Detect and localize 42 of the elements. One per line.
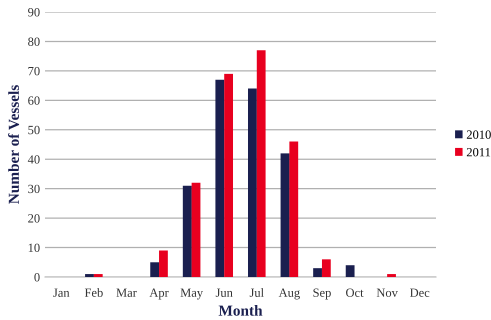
y-tick-label: 30 [28, 184, 40, 194]
bar [387, 274, 396, 277]
bar [280, 153, 290, 277]
y-tick-label: 0 [34, 273, 40, 282]
bar [256, 50, 266, 277]
x-tick-label: Feb [84, 288, 103, 297]
bar [289, 142, 298, 277]
y-tick-label: 60 [28, 96, 40, 105]
bar [85, 274, 94, 277]
bar [224, 74, 234, 277]
y-tick-label: 80 [28, 37, 40, 46]
bar [159, 250, 168, 277]
bar [192, 182, 200, 277]
bar [248, 88, 257, 277]
x-axis-title: Month [218, 305, 262, 316]
x-tick-label: May [180, 288, 204, 300]
legend-label: 2011 [466, 148, 490, 156]
y-tick-label: 70 [28, 66, 40, 76]
x-tick-label: Nov [376, 288, 398, 297]
y-axis-title: Number of Vessels [8, 85, 20, 204]
bar [313, 268, 322, 277]
x-tick-label: Dec [410, 288, 430, 297]
bar [346, 265, 355, 277]
y-tick-label: 10 [28, 244, 40, 252]
x-tick-label: Mar [116, 288, 137, 297]
bar [322, 259, 331, 277]
bar [182, 186, 192, 277]
x-tick-label: Jul [250, 288, 264, 297]
y-tick-label: 40 [28, 155, 40, 164]
legend-label: 2010 [466, 130, 491, 139]
bar [94, 274, 103, 277]
x-tick-label: Jun [216, 288, 233, 297]
x-tick-label: Jan [53, 288, 70, 297]
bar [150, 262, 160, 277]
x-tick-label: Sep [313, 288, 331, 300]
bar [215, 80, 224, 277]
y-tick-label: 90 [28, 8, 40, 16]
x-tick-label: Apr [149, 288, 169, 300]
x-tick-label: Oct [346, 288, 364, 297]
y-tick-label: 50 [28, 126, 40, 134]
y-tick-label: 20 [28, 214, 40, 223]
x-tick-label: Aug [278, 288, 300, 300]
